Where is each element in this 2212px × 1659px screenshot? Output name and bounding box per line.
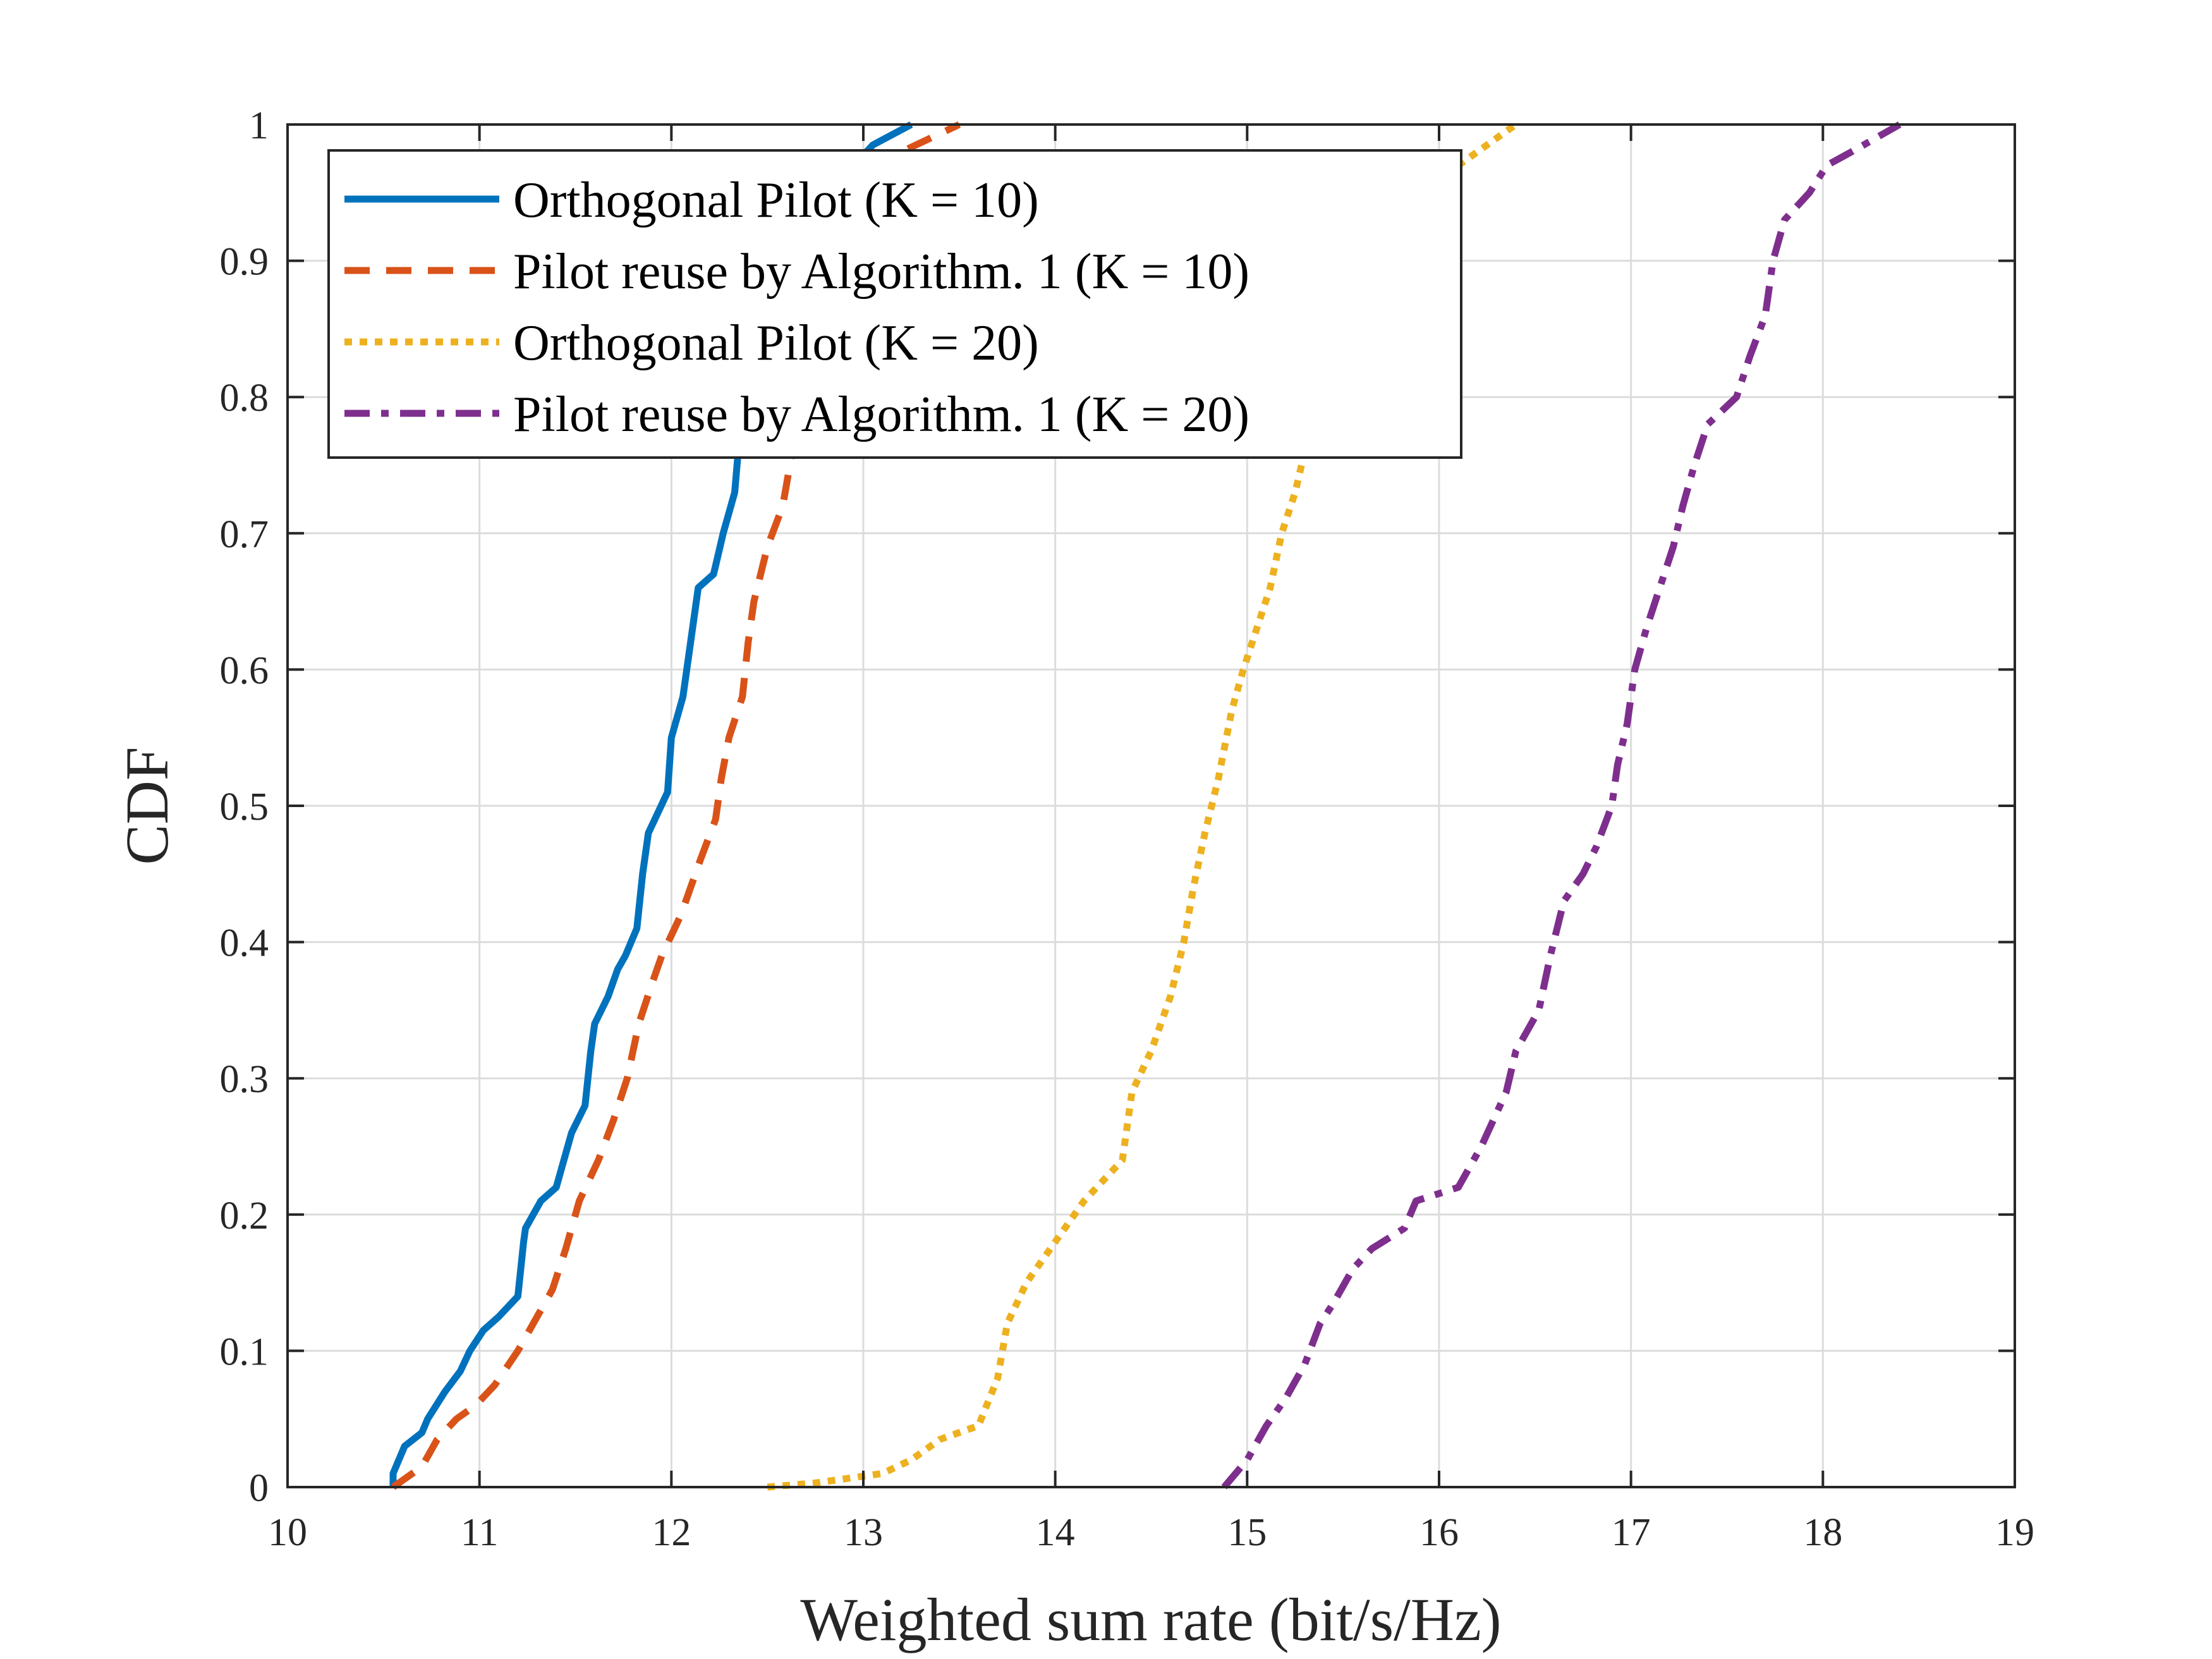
legend-box: [327, 149, 1462, 459]
x-tick-label: 10: [268, 1511, 307, 1554]
x-tick-label: 17: [1612, 1511, 1651, 1554]
legend-label-2: Pilot reuse by Algorithm. 1 (K = 10): [513, 244, 1249, 300]
y-tick-labels: 0 0.1 0.2 0.3 0.4 0.5 0.6 0.7 0.8 0.9 1: [220, 104, 269, 1510]
series-line-2: [391, 121, 961, 1490]
x-tick-label: 19: [1995, 1511, 2034, 1554]
y-tick-label: 0.3: [220, 1058, 269, 1101]
y-tick-label: 0.9: [220, 241, 269, 284]
series-line-3: [767, 121, 1518, 1491]
x-tick-label: 16: [1419, 1511, 1459, 1554]
y-axis-label: CDF: [113, 747, 181, 865]
y-tick-label: 0: [249, 1467, 269, 1510]
y-tick-label: 1: [249, 104, 269, 147]
x-tick-label: 13: [844, 1511, 883, 1554]
legend-label-3: Orthogonal Pilot (K = 20): [513, 315, 1039, 371]
ticks: [286, 123, 2016, 1488]
y-tick-label: 0.7: [220, 513, 269, 556]
y-tick-label: 0.6: [220, 649, 269, 692]
legend-label-4: Pilot reuse by Algorithm. 1 (K = 20): [513, 387, 1249, 442]
legend: Orthogonal Pilot (K = 10) Pilot reuse by …: [327, 149, 1462, 459]
y-tick-label: 0.2: [220, 1194, 269, 1237]
x-tick-label: 11: [461, 1511, 499, 1554]
x-tick-label: 14: [1036, 1511, 1075, 1554]
x-tick-label: 18: [1803, 1511, 1842, 1554]
y-tick-label: 0.4: [220, 922, 269, 965]
series-line-4: [1221, 121, 1902, 1490]
y-tick-label: 0.8: [220, 377, 269, 420]
y-tick-label: 0.1: [220, 1330, 269, 1373]
x-axis-label: Weighted sum rate (bit/s/Hz): [800, 1586, 1501, 1653]
x-tick-label: 12: [652, 1511, 691, 1554]
legend-label-1: Orthogonal Pilot (K = 10): [513, 173, 1039, 228]
y-tick-label: 0.5: [220, 786, 269, 829]
x-tick-label: 15: [1227, 1511, 1267, 1554]
x-tick-labels: 10 11 12 13 14 15 16 17 18 19: [268, 1511, 2034, 1554]
